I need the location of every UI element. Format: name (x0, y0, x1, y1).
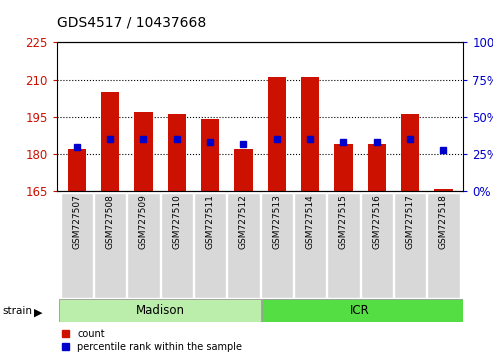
Text: GSM727516: GSM727516 (372, 194, 381, 249)
Text: ICR: ICR (350, 304, 370, 317)
FancyBboxPatch shape (327, 193, 359, 298)
FancyBboxPatch shape (127, 193, 160, 298)
Text: GSM727514: GSM727514 (306, 194, 315, 249)
Bar (134, 112, 152, 191)
FancyBboxPatch shape (262, 299, 463, 322)
FancyBboxPatch shape (394, 193, 426, 298)
FancyBboxPatch shape (61, 193, 93, 298)
Bar (334, 144, 352, 191)
Bar (234, 149, 252, 191)
Text: GSM727513: GSM727513 (272, 194, 281, 249)
Text: GSM727512: GSM727512 (239, 194, 248, 249)
Text: GSM727508: GSM727508 (106, 194, 114, 249)
FancyBboxPatch shape (59, 299, 261, 322)
FancyBboxPatch shape (294, 193, 326, 298)
Text: GDS4517 / 10437668: GDS4517 / 10437668 (57, 16, 206, 30)
FancyBboxPatch shape (194, 193, 226, 298)
Text: GSM727510: GSM727510 (172, 194, 181, 249)
FancyBboxPatch shape (161, 193, 193, 298)
Bar (301, 77, 319, 191)
Text: ▶: ▶ (34, 308, 42, 318)
Text: GSM727507: GSM727507 (72, 194, 81, 249)
Bar (268, 77, 286, 191)
Text: strain: strain (2, 306, 33, 316)
FancyBboxPatch shape (261, 193, 293, 298)
FancyBboxPatch shape (94, 193, 126, 298)
Text: GSM727511: GSM727511 (206, 194, 214, 249)
Text: GSM727509: GSM727509 (139, 194, 148, 249)
Bar (401, 114, 419, 191)
FancyBboxPatch shape (427, 193, 459, 298)
Bar (434, 189, 453, 191)
Legend: count, percentile rank within the sample: count, percentile rank within the sample (62, 329, 242, 352)
Text: GSM727517: GSM727517 (406, 194, 415, 249)
Text: GSM727515: GSM727515 (339, 194, 348, 249)
Bar (68, 149, 86, 191)
FancyBboxPatch shape (360, 193, 393, 298)
Bar (201, 119, 219, 191)
Bar (101, 92, 119, 191)
Text: Madison: Madison (136, 304, 184, 317)
Bar (168, 114, 186, 191)
Text: GSM727518: GSM727518 (439, 194, 448, 249)
Bar (368, 144, 386, 191)
FancyBboxPatch shape (227, 193, 259, 298)
